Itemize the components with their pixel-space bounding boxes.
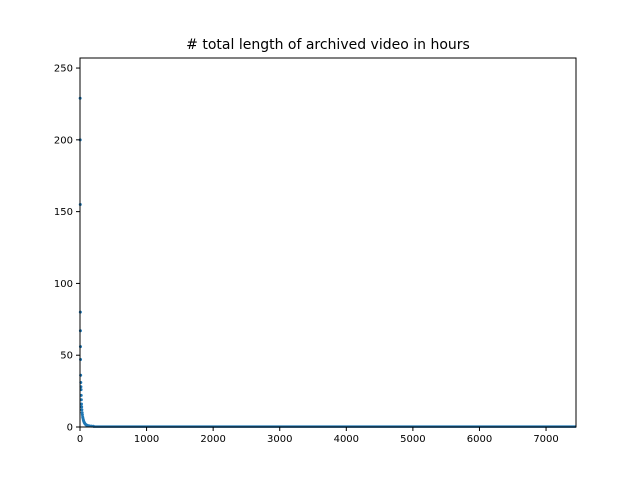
data-point — [79, 402, 83, 406]
x-tick-label: 5000 — [400, 434, 425, 445]
x-tick-label: 2000 — [200, 434, 225, 445]
x-tick-label: 3000 — [267, 434, 292, 445]
data-point — [80, 405, 84, 409]
data-point — [79, 358, 83, 362]
y-tick-label: 100 — [54, 279, 73, 290]
y-tick-label: 250 — [54, 64, 73, 75]
data-point — [80, 408, 84, 412]
data-point — [79, 398, 83, 402]
x-tick-label: 0 — [77, 434, 83, 445]
y-tick-label: 0 — [67, 423, 73, 434]
plot-frame — [79, 57, 577, 428]
x-tick-label: 1000 — [134, 434, 159, 445]
x-tick-label: 4000 — [334, 434, 359, 445]
chart-title: # total length of archived video in hour… — [186, 37, 470, 53]
x-tick-label: 7000 — [533, 434, 558, 445]
x-tick-label: 6000 — [467, 434, 492, 445]
axis-ticks: 0 1000 2000 3000 4000 5000 6000 7000 0 50 100 150 20… — [54, 64, 559, 445]
y-tick-label: 150 — [54, 207, 73, 218]
data-points — [78, 96, 576, 428]
y-tick-label: 50 — [60, 351, 73, 362]
y-tick-label: 200 — [54, 135, 73, 146]
